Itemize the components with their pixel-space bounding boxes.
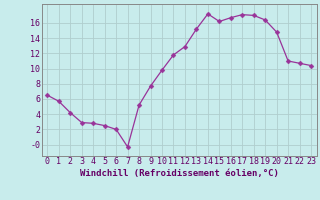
X-axis label: Windchill (Refroidissement éolien,°C): Windchill (Refroidissement éolien,°C) bbox=[80, 169, 279, 178]
